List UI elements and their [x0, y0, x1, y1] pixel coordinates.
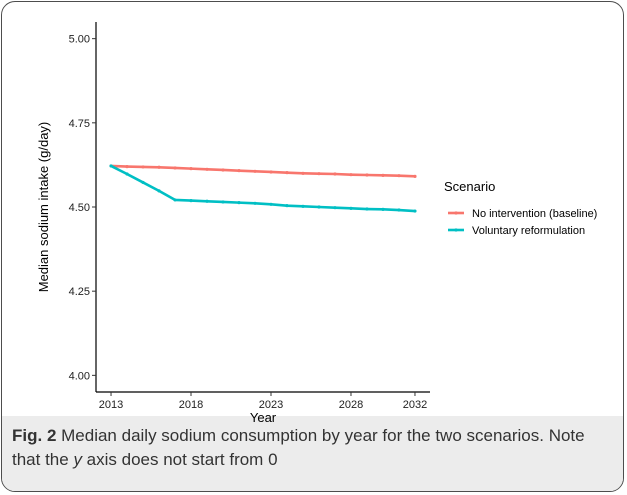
legend-title: Scenario: [444, 179, 495, 194]
series-line: [109, 164, 417, 178]
data-point: [173, 166, 177, 170]
series-2: [109, 164, 417, 213]
data-point: [237, 169, 241, 173]
x-tick-label: 2018: [179, 399, 203, 411]
data-point: [125, 172, 129, 176]
data-point: [125, 164, 129, 169]
data-point: [317, 172, 321, 176]
caption-text-1: Median daily sodium consumption by year …: [12, 426, 585, 469]
data-point: [317, 205, 321, 209]
legend-swatch-point: [454, 211, 458, 215]
caption-label: Fig. 2: [12, 426, 57, 445]
legend-swatch-point: [454, 228, 458, 232]
data-point: [397, 208, 401, 212]
y-tick-label: 4.75: [69, 118, 90, 130]
x-tick-label: 2028: [339, 399, 363, 411]
data-point: [221, 200, 225, 204]
y-tick-label: 4.25: [69, 286, 90, 298]
data-point: [365, 173, 369, 177]
data-point: [141, 165, 145, 169]
x-tick-label: 2032: [403, 399, 427, 411]
data-point: [413, 209, 417, 213]
axes: 4.00 4.25 4.50 4.75 5.00 2013 2018 2023 2028 2032…: [36, 22, 430, 425]
x-tick-label: 2013: [99, 399, 123, 411]
x-tick-label: 2023: [259, 399, 283, 411]
y-tick-label: 4.50: [69, 202, 90, 214]
legend-item: Voluntary reformulation: [448, 225, 585, 237]
data-point: [381, 173, 385, 177]
data-point: [285, 204, 289, 208]
legend-label: Voluntary reformulation: [472, 225, 585, 237]
data-point: [157, 165, 161, 169]
data-point: [109, 164, 113, 168]
data-point: [253, 169, 257, 173]
data-point: [141, 180, 145, 185]
y-axis-title: Median sodium intake (g/day): [36, 122, 51, 293]
data-point: [285, 171, 289, 175]
data-point: [189, 167, 193, 171]
data-point: [253, 201, 257, 205]
y-tick-label: 4.00: [69, 370, 90, 382]
data-point: [333, 206, 337, 210]
data-point: [397, 174, 401, 178]
legend: Scenario No intervention (baseline) Volunt…: [444, 179, 597, 237]
data-point: [301, 204, 305, 208]
data-point: [205, 167, 209, 171]
y-tick-label: 5.00: [69, 34, 90, 46]
data-point: [349, 206, 353, 210]
data-point: [333, 172, 337, 176]
data-point: [269, 170, 273, 174]
data-point: [381, 207, 385, 211]
series-layer: [109, 164, 417, 213]
legend-item: No intervention (baseline): [448, 208, 597, 220]
legend-label: No intervention (baseline): [472, 208, 597, 220]
series-1: [109, 164, 417, 178]
data-point: [413, 174, 417, 178]
data-point: [349, 173, 353, 177]
data-point: [269, 202, 273, 206]
x-axis-title: Year: [250, 410, 277, 425]
data-point: [157, 189, 161, 193]
caption-band: [2, 416, 623, 491]
caption-italic: y: [73, 450, 82, 469]
data-point: [301, 171, 305, 175]
data-point: [205, 199, 209, 203]
data-point: [237, 201, 241, 205]
series-line: [109, 164, 417, 213]
data-point: [365, 207, 369, 211]
data-point: [221, 168, 225, 172]
data-point: [189, 199, 193, 203]
caption-text-2: axis does not start from 0: [81, 450, 278, 469]
figure-caption: Fig. 2 Median daily sodium consumption b…: [12, 424, 612, 472]
data-point: [173, 198, 177, 202]
